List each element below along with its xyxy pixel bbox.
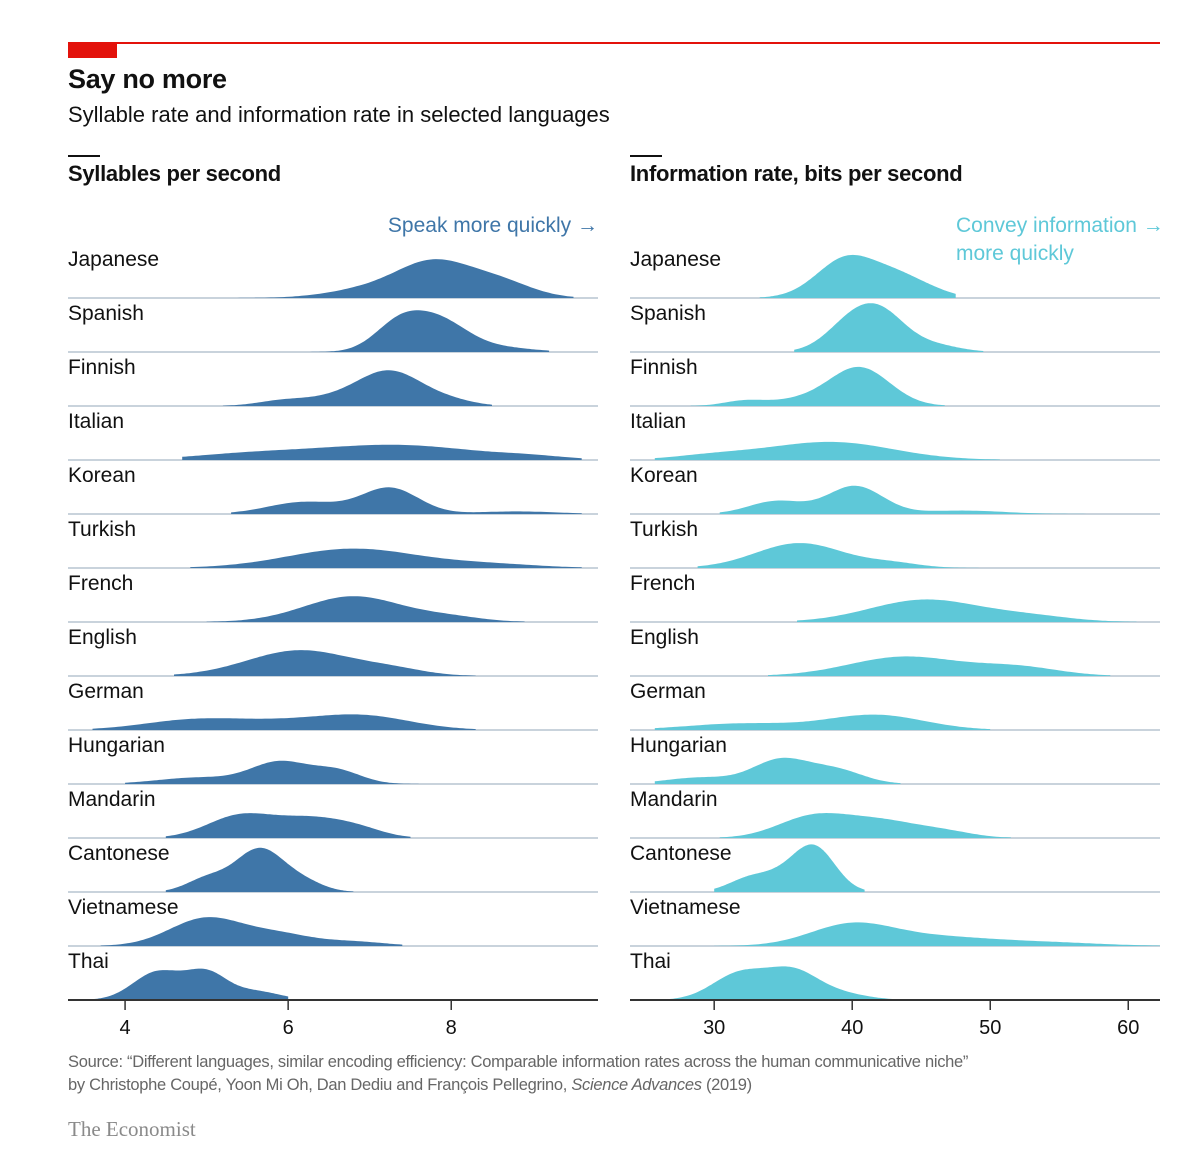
language-label: German (630, 680, 706, 703)
density-ridge-turkish (697, 543, 1000, 568)
x-tick-label: 4 (120, 1017, 131, 1039)
source-line-2: by Christophe Coupé, Yoon Mi Oh, Dan Ded… (68, 1074, 968, 1097)
density-ridge-english (174, 650, 476, 676)
density-ridge-finnish (690, 366, 945, 406)
x-tick-label: 60 (1117, 1017, 1139, 1039)
density-ridge-italian (182, 444, 582, 460)
language-label: Cantonese (630, 842, 732, 865)
density-ridge-turkish (190, 548, 582, 568)
panel-title-rule (68, 155, 100, 157)
density-ridge-english (768, 656, 1111, 676)
density-ridge-thai (92, 968, 289, 1000)
language-label: Hungarian (68, 734, 165, 757)
source-year: (2019) (701, 1076, 752, 1094)
density-ridge-hungarian (654, 757, 901, 784)
language-label: Mandarin (68, 788, 156, 811)
source-journal: Science Advances (571, 1076, 702, 1094)
panel-title-syllables: Syllables per second (68, 161, 281, 186)
density-ridge-vietnamese (100, 917, 403, 946)
language-label: Japanese (630, 248, 721, 271)
language-label: Thai (630, 950, 671, 973)
density-ridge-spanish (794, 303, 984, 352)
density-ridge-vietnamese (714, 922, 1160, 946)
panel-title-rule (630, 155, 662, 157)
language-label: Italian (630, 410, 686, 433)
x-tick-label: 30 (703, 1017, 725, 1039)
density-ridge-cantonese (165, 847, 354, 892)
language-label: Finnish (68, 356, 136, 379)
economist-logo: The Economist (68, 1117, 196, 1141)
density-ridge-spanish (288, 310, 550, 352)
density-ridge-mandarin (165, 813, 411, 838)
language-label: Japanese (68, 248, 159, 271)
annotation-text: more quickly (956, 242, 1074, 265)
source-note: Source: “Different languages, similar en… (68, 1051, 968, 1097)
language-label: English (630, 626, 699, 649)
language-label: Turkish (68, 518, 136, 541)
language-label: Spanish (68, 302, 144, 325)
annotation-text: Convey information → (956, 214, 1164, 237)
top-rule (68, 42, 1160, 44)
language-label: Spanish (630, 302, 706, 325)
x-tick-label: 6 (283, 1017, 294, 1039)
brand-red-tag (68, 42, 117, 58)
chart-subtitle: Syllable rate and information rate in se… (68, 102, 610, 127)
density-ridge-french (797, 599, 1137, 622)
language-label: German (68, 680, 144, 703)
annotation-text: Speak more quickly → (388, 214, 598, 237)
density-ridge-hungarian (125, 760, 419, 784)
density-ridge-mandarin (719, 813, 1011, 838)
density-ridge-japanese (759, 254, 956, 298)
x-tick-label: 50 (979, 1017, 1001, 1039)
language-label: French (630, 572, 695, 595)
language-label: Hungarian (630, 734, 727, 757)
language-label: Cantonese (68, 842, 170, 865)
density-ridge-finnish (222, 370, 492, 406)
panel-title-information: Information rate, bits per second (630, 161, 963, 186)
density-ridge-korean (231, 487, 582, 514)
language-label: French (68, 572, 133, 595)
language-label: Vietnamese (68, 896, 179, 919)
density-ridge-german (654, 714, 991, 730)
density-ridge-cantonese (714, 844, 865, 892)
language-label: Italian (68, 410, 124, 433)
density-ridge-italian (654, 441, 1000, 460)
x-tick-label: 8 (446, 1017, 457, 1039)
language-label: Finnish (630, 356, 698, 379)
language-label: Vietnamese (630, 896, 741, 919)
chart-title: Say no more (68, 64, 227, 94)
source-line-1: Source: “Different languages, similar en… (68, 1053, 969, 1071)
language-label: Turkish (630, 518, 698, 541)
x-tick-label: 40 (841, 1017, 863, 1039)
language-label: Mandarin (630, 788, 718, 811)
density-ridge-japanese (206, 259, 574, 298)
language-label: English (68, 626, 137, 649)
density-ridge-thai (654, 966, 897, 1000)
density-ridge-german (92, 714, 476, 730)
source-authors: by Christophe Coupé, Yoon Mi Oh, Dan Ded… (68, 1076, 572, 1094)
language-label: Korean (630, 464, 698, 487)
language-label: Korean (68, 464, 136, 487)
density-ridge-korean (719, 485, 1160, 514)
density-ridge-french (206, 596, 525, 622)
language-label: Thai (68, 950, 109, 973)
